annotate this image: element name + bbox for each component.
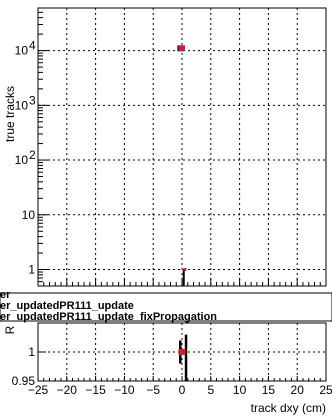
ratio-grid (38, 323, 326, 381)
top-grid (38, 8, 326, 286)
y-tick-label: 10 (15, 98, 29, 112)
x-tick-label: 15 (262, 383, 276, 397)
x-tick-label: −10 (114, 383, 135, 397)
y-tick-exponent: 3 (29, 93, 36, 107)
ratio-data-marks (178, 334, 188, 381)
legend-entry-2: er_updatedPR111_update (0, 300, 134, 312)
x-tick-label: −20 (57, 383, 78, 397)
legend-entry-1: er (0, 289, 11, 301)
x-tick-label: −5 (146, 383, 160, 397)
ratio-data-point (178, 349, 186, 355)
y-tick-exponent: 4 (29, 39, 36, 53)
y-tick-exponent: 2 (29, 148, 36, 162)
x-tick-label: 10 (233, 383, 247, 397)
legend-box (0, 292, 332, 322)
x-tick-label: 5 (207, 383, 214, 397)
x-tick-label: 20 (291, 383, 305, 397)
x-axis-title: track dxy (cm) (251, 401, 326, 415)
x-tick-label: −15 (85, 383, 106, 397)
legend-entry-3: er_updatedPR111_update_fixPropagation (0, 311, 217, 323)
top-data-marks (177, 45, 187, 286)
x-tick-label: 25 (319, 383, 332, 397)
top-y-axis-title: true tracks (3, 86, 17, 142)
y-tick-label: 10 (22, 208, 36, 222)
top-data-point (179, 45, 185, 52)
x-tick-label: 0 (179, 383, 186, 397)
ratio-y-tick-label: 0.95 (12, 374, 36, 388)
ratio-axis-ticks: −25 −20 −15 −10 −5 0 5 10 15 20 25 0.95 1 (12, 345, 332, 397)
x-tick-label: −25 (28, 383, 49, 397)
y-tick-label: 10 (15, 44, 29, 58)
top-data-point (183, 268, 187, 272)
ratio-y-axis-title: R (3, 325, 17, 334)
ratio-y-tick-label: 1 (28, 345, 35, 359)
y-tick-label: 10 (15, 153, 29, 167)
y-tick-label: 1 (28, 263, 35, 277)
legend: er er_updatedPR111_update er_updatedPR11… (0, 289, 217, 323)
